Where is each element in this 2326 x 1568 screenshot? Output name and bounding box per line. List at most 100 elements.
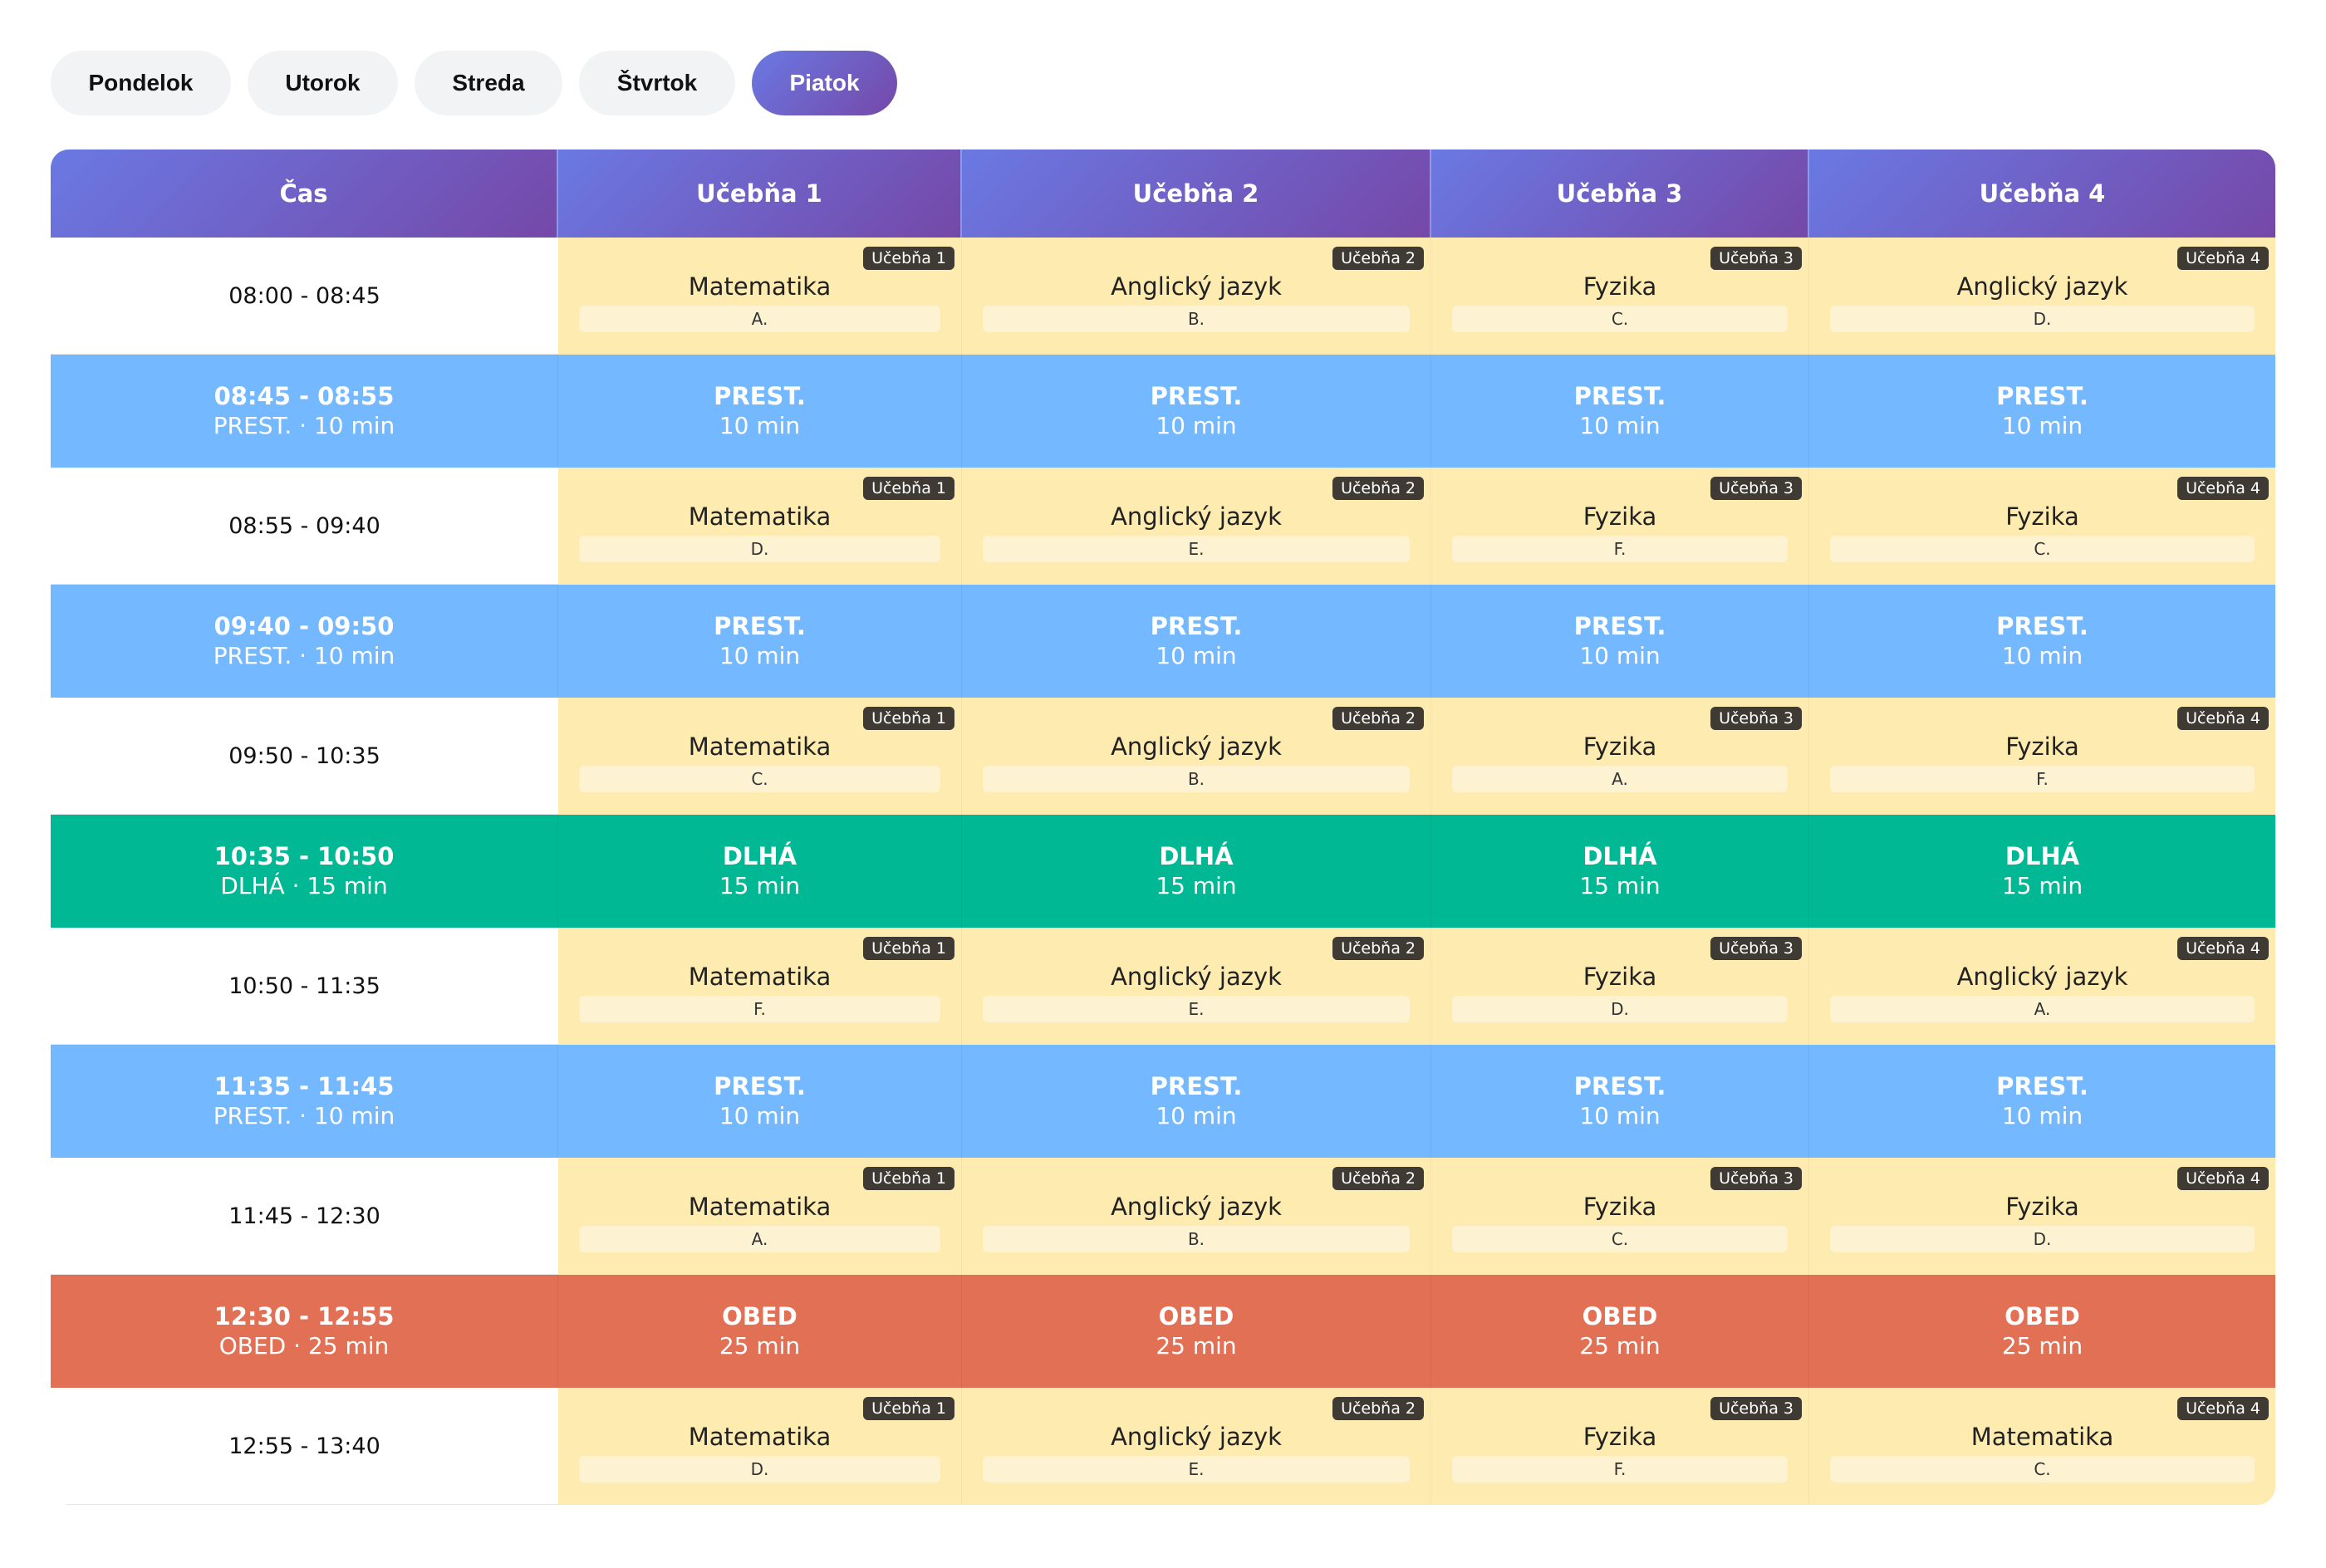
- lesson-cell[interactable]: Učebňa 3 Fyzika C.: [1431, 238, 1809, 355]
- break-cell: DLHÁ 15 min: [1809, 815, 2275, 928]
- break-duration: 10 min: [719, 642, 801, 669]
- lesson-cell[interactable]: Učebňa 4 Anglický jazyk A.: [1809, 928, 2275, 1045]
- break-time-cell: 12:30 - 12:55 OBED · 25 min: [51, 1275, 558, 1388]
- break-label: PREST.: [1996, 382, 2088, 410]
- break-cell: DLHÁ 15 min: [558, 815, 962, 928]
- room-badge: Učebňa 1: [863, 247, 954, 270]
- lesson-cell[interactable]: Učebňa 1 Matematika C.: [558, 698, 962, 815]
- break-duration: 10 min: [1156, 642, 1237, 669]
- subject-name: Matematika: [1970, 1422, 2114, 1451]
- lesson-cell[interactable]: Učebňa 4 Fyzika C.: [1809, 468, 2275, 585]
- lesson-cell[interactable]: Učebňa 4 Fyzika F.: [1809, 698, 2275, 815]
- lesson-cell[interactable]: Učebňa 2 Anglický jazyk B.: [962, 1158, 1431, 1275]
- subject-name: Anglický jazyk: [1111, 732, 1282, 761]
- break-cell: PREST. 10 min: [1431, 355, 1809, 468]
- tab-utorok[interactable]: Utorok: [248, 51, 398, 115]
- teacher-label: D.: [579, 535, 940, 562]
- break-duration: 10 min: [719, 412, 801, 439]
- subject-name: Fyzika: [1583, 732, 1657, 761]
- lesson-cell[interactable]: Učebňa 2 Anglický jazyk B.: [962, 238, 1431, 355]
- lesson-cell[interactable]: Učebňa 1 Matematika D.: [558, 1388, 962, 1505]
- lesson-cell[interactable]: Učebňa 3 Fyzika C.: [1431, 1158, 1809, 1275]
- teacher-label: A.: [1830, 995, 2255, 1022]
- lesson-cell[interactable]: Učebňa 3 Fyzika F.: [1431, 468, 1809, 585]
- room-badge: Učebňa 4: [2177, 247, 2269, 270]
- tab-pondelok[interactable]: Pondelok: [51, 51, 231, 115]
- break-summary: PREST. · 10 min: [213, 1102, 395, 1129]
- room-badge: Učebňa 4: [2177, 1397, 2269, 1420]
- time-cell: 08:00 - 08:45: [51, 238, 558, 355]
- header-room-4: Učebňa 4: [1809, 149, 2275, 238]
- table-header: Čas Učebňa 1 Učebňa 2 Učebňa 3 Učebňa 4: [51, 149, 2275, 238]
- room-badge: Učebňa 2: [1332, 707, 1424, 730]
- break-summary: PREST. · 10 min: [213, 412, 395, 439]
- break-duration: 10 min: [1156, 412, 1237, 439]
- lesson-cell[interactable]: Učebňa 3 Fyzika F.: [1431, 1388, 1809, 1505]
- time-cell: 08:55 - 09:40: [51, 468, 558, 585]
- break-cell: OBED 25 min: [962, 1275, 1431, 1388]
- lesson-cell[interactable]: Učebňa 3 Fyzika A.: [1431, 698, 1809, 815]
- break-label: PREST.: [1150, 612, 1243, 640]
- break-time-cell: 10:35 - 10:50 DLHÁ · 15 min: [51, 815, 558, 928]
- lesson-cell[interactable]: Učebňa 4 Anglický jazyk D.: [1809, 238, 2275, 355]
- table-row: 09:50 - 10:35 Učebňa 1 Matematika C. Učebňa …: [51, 698, 2275, 815]
- schedule-table: Čas Učebňa 1 Učebňa 2 Učebňa 3 Učebňa 4 …: [51, 149, 2275, 1505]
- break-cell: OBED 25 min: [1431, 1275, 1809, 1388]
- break-duration: 10 min: [2001, 1102, 2083, 1129]
- header-room-2: Učebňa 2: [962, 149, 1431, 238]
- subject-name: Anglický jazyk: [1956, 272, 2128, 301]
- lesson-cell[interactable]: Učebňa 4 Fyzika D.: [1809, 1158, 2275, 1275]
- break-duration: 10 min: [1579, 642, 1661, 669]
- teacher-label: B.: [983, 765, 1410, 792]
- break-duration: 10 min: [1579, 1102, 1661, 1129]
- tab-piatok[interactable]: Piatok: [752, 51, 897, 115]
- break-cell: DLHÁ 15 min: [962, 815, 1431, 928]
- break-label: PREST.: [1573, 382, 1666, 410]
- break-cell: PREST. 10 min: [1809, 585, 2275, 698]
- subject-name: Anglický jazyk: [1956, 962, 2128, 991]
- table-row: 12:55 - 13:40 Učebňa 1 Matematika D. Učebňa …: [51, 1388, 2275, 1505]
- break-cell: PREST. 10 min: [962, 355, 1431, 468]
- lesson-cell[interactable]: Učebňa 1 Matematika A.: [558, 238, 962, 355]
- break-duration: 10 min: [2001, 412, 2083, 439]
- teacher-label: F.: [579, 995, 940, 1022]
- break-label: OBED: [2005, 1302, 2080, 1330]
- subject-name: Fyzika: [2005, 732, 2079, 761]
- room-badge: Učebňa 3: [1710, 937, 1802, 960]
- break-cell: DLHÁ 15 min: [1431, 815, 1809, 928]
- teacher-label: B.: [983, 305, 1410, 332]
- teacher-label: C.: [1452, 1225, 1788, 1252]
- teacher-label: C.: [1452, 305, 1788, 332]
- break-label: OBED: [1158, 1302, 1234, 1330]
- break-cell: PREST. 10 min: [1809, 1045, 2275, 1158]
- break-cell: PREST. 10 min: [1431, 585, 1809, 698]
- room-badge: Učebňa 3: [1710, 247, 1802, 270]
- room-badge: Učebňa 3: [1710, 707, 1802, 730]
- lesson-cell[interactable]: Učebňa 1 Matematika F.: [558, 928, 962, 1045]
- break-time: 09:40 - 09:50: [213, 612, 395, 640]
- teacher-label: E.: [983, 535, 1410, 562]
- lesson-cell[interactable]: Učebňa 2 Anglický jazyk E.: [962, 468, 1431, 585]
- subject-name: Matematika: [688, 272, 832, 301]
- room-badge: Učebňa 2: [1332, 1397, 1424, 1420]
- break-cell: PREST. 10 min: [962, 585, 1431, 698]
- break-time: 10:35 - 10:50: [213, 842, 395, 870]
- room-badge: Učebňa 1: [863, 1397, 954, 1420]
- tab-streda[interactable]: Streda: [415, 51, 562, 115]
- break-summary: DLHÁ · 15 min: [220, 872, 388, 899]
- room-badge: Učebňa 3: [1710, 477, 1802, 500]
- lesson-cell[interactable]: Učebňa 4 Matematika C.: [1809, 1388, 2275, 1505]
- teacher-label: C.: [1830, 1455, 2255, 1482]
- subject-name: Anglický jazyk: [1111, 272, 1282, 301]
- lesson-cell[interactable]: Učebňa 3 Fyzika D.: [1431, 928, 1809, 1045]
- lesson-cell[interactable]: Učebňa 2 Anglický jazyk B.: [962, 698, 1431, 815]
- break-label: PREST.: [1150, 1072, 1243, 1100]
- lesson-cell[interactable]: Učebňa 1 Matematika A.: [558, 1158, 962, 1275]
- teacher-label: C.: [1830, 535, 2255, 562]
- lesson-cell[interactable]: Učebňa 2 Anglický jazyk E.: [962, 1388, 1431, 1505]
- tab-stvrtok[interactable]: Štvrtok: [579, 51, 735, 115]
- lesson-cell[interactable]: Učebňa 2 Anglický jazyk E.: [962, 928, 1431, 1045]
- lesson-cell[interactable]: Učebňa 1 Matematika D.: [558, 468, 962, 585]
- room-badge: Učebňa 2: [1332, 1167, 1424, 1190]
